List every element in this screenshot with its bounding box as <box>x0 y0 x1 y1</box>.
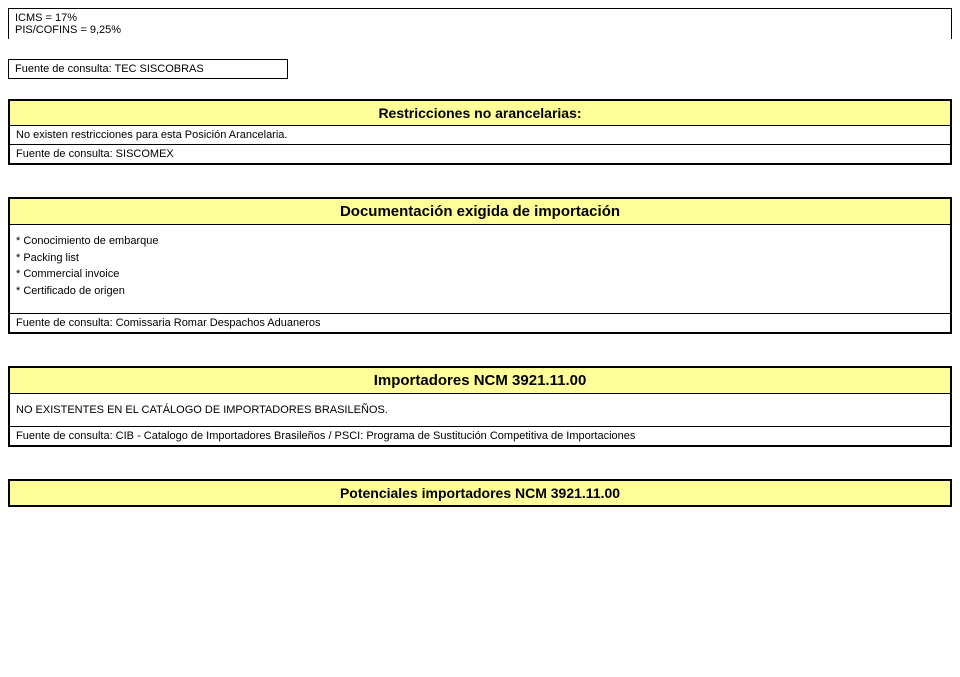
doc-item: * Conocimiento de embarque <box>16 233 944 250</box>
restricciones-title: Restricciones no arancelarias: <box>10 101 950 126</box>
doc-item: * Packing list <box>16 250 944 267</box>
restricciones-section: Restricciones no arancelarias: No existe… <box>8 99 952 165</box>
importadores-body: NO EXISTENTES EN EL CATÁLOGO DE IMPORTAD… <box>10 394 950 427</box>
importadores-fuente: Fuente de consulta: CIB - Catalogo de Im… <box>10 427 950 445</box>
restricciones-body: No existen restricciones para esta Posic… <box>10 126 950 145</box>
documentacion-fuente: Fuente de consulta: Comissaria Romar Des… <box>10 314 950 332</box>
importadores-title: Importadores NCM 3921.11.00 <box>10 368 950 394</box>
importadores-section: Importadores NCM 3921.11.00 NO EXISTENTE… <box>8 366 952 447</box>
documentacion-title: Documentación exigida de importación <box>10 199 950 225</box>
potenciales-title: Potenciales importadores NCM 3921.11.00 <box>8 479 952 507</box>
documentacion-items: * Conocimiento de embarque * Packing lis… <box>10 225 950 314</box>
tax-info-box: ICMS = 17% PIS/COFINS = 9,25% <box>8 8 952 39</box>
piscofins-line: PIS/COFINS = 9,25% <box>15 24 945 36</box>
doc-item: * Certificado de origen <box>16 283 944 300</box>
documentacion-section: Documentación exigida de importación * C… <box>8 197 952 334</box>
fuente-tec: Fuente de consulta: TEC SISCOBRAS <box>8 59 288 79</box>
restricciones-fuente: Fuente de consulta: SISCOMEX <box>10 145 950 163</box>
icms-line: ICMS = 17% <box>15 12 945 24</box>
doc-item: * Commercial invoice <box>16 266 944 283</box>
